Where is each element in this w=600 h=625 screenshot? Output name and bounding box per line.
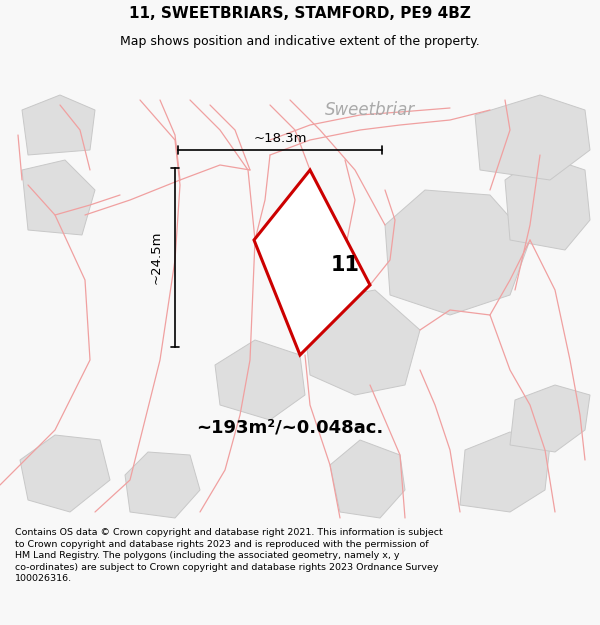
- Polygon shape: [215, 340, 305, 420]
- Text: 11: 11: [331, 255, 359, 275]
- Text: 11, SWEETBRIARS, STAMFORD, PE9 4BZ: 11, SWEETBRIARS, STAMFORD, PE9 4BZ: [129, 6, 471, 21]
- Text: ~18.3m: ~18.3m: [253, 132, 307, 145]
- Polygon shape: [510, 385, 590, 452]
- Polygon shape: [125, 452, 200, 518]
- Polygon shape: [505, 155, 590, 250]
- Text: ~193m²/~0.048ac.: ~193m²/~0.048ac.: [196, 419, 383, 437]
- Polygon shape: [385, 190, 530, 315]
- Text: Map shows position and indicative extent of the property.: Map shows position and indicative extent…: [120, 34, 480, 48]
- Text: Sweetbriar: Sweetbriar: [325, 101, 415, 119]
- Polygon shape: [20, 435, 110, 512]
- Text: ~24.5m: ~24.5m: [150, 231, 163, 284]
- Polygon shape: [475, 95, 590, 180]
- Polygon shape: [22, 160, 95, 235]
- Text: Contains OS data © Crown copyright and database right 2021. This information is : Contains OS data © Crown copyright and d…: [15, 528, 443, 583]
- Polygon shape: [254, 170, 370, 355]
- Polygon shape: [22, 95, 95, 155]
- Polygon shape: [330, 440, 405, 518]
- Polygon shape: [460, 432, 550, 512]
- Polygon shape: [305, 290, 420, 395]
